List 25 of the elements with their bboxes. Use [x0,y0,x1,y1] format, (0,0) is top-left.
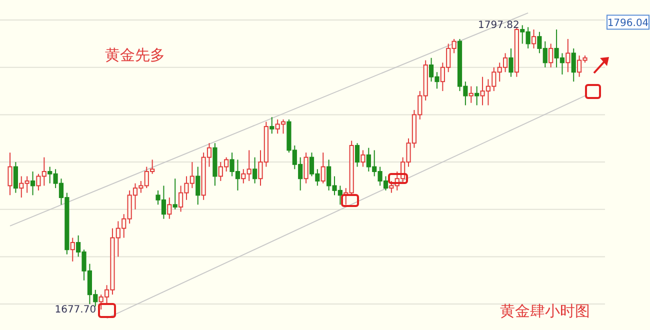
candlestick [571,48,576,82]
annotation: 黄金肆小时图 [500,302,590,320]
candlestick [172,178,178,210]
candlestick [360,150,366,168]
candlestick [531,29,536,49]
candlestick [320,152,326,184]
annotation: 1797.82 [478,20,520,32]
annotation: 1677.70 [54,304,96,316]
candlestick [8,152,12,196]
candlestick [30,171,36,196]
text: 1796.04 [607,18,649,30]
candlestick [167,197,172,220]
candlestick [566,38,570,73]
text: 黄金先多 [105,46,165,64]
candlestick [13,162,18,194]
candlestick [548,43,554,68]
candlestick [354,142,360,168]
candlestick [474,86,480,106]
candlestick [508,48,514,78]
candlestick [304,152,308,184]
candlestick [270,116,274,134]
candlestick [70,237,75,262]
candlestick [252,156,258,184]
candlestick [468,86,474,104]
candlestick [196,166,200,206]
